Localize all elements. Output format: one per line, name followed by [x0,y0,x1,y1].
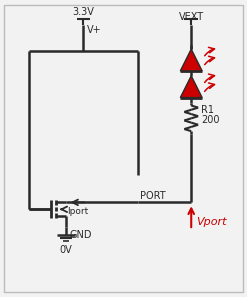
Polygon shape [180,49,202,71]
Text: PORT: PORT [140,191,165,201]
Text: R1: R1 [201,105,214,116]
FancyBboxPatch shape [4,5,243,292]
Text: GND: GND [70,230,92,240]
Text: VEXT: VEXT [179,12,204,22]
Text: Vport: Vport [196,217,227,227]
Polygon shape [180,76,202,98]
Text: Iport: Iport [67,207,88,216]
Text: 200: 200 [201,115,220,125]
Text: 3.3V: 3.3V [73,7,94,18]
Text: 0V: 0V [59,245,72,255]
Text: V+: V+ [87,25,102,35]
